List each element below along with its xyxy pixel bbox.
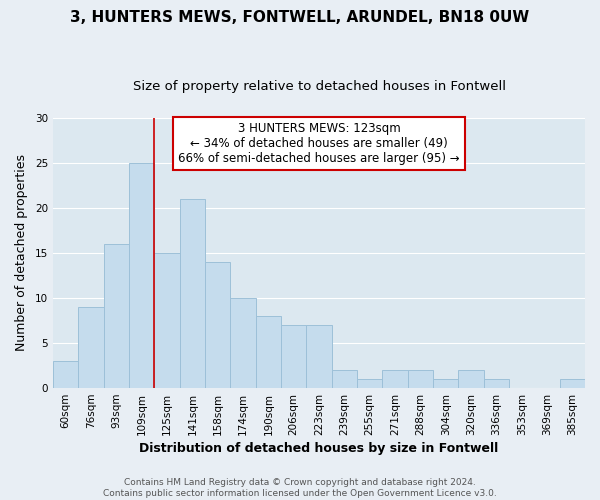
Bar [104, 244, 129, 388]
Bar [53, 361, 79, 388]
Y-axis label: Number of detached properties: Number of detached properties [15, 154, 28, 352]
Bar [79, 307, 104, 388]
Bar [281, 325, 307, 388]
Bar [180, 199, 205, 388]
Bar [129, 163, 154, 388]
Text: Contains HM Land Registry data © Crown copyright and database right 2024.
Contai: Contains HM Land Registry data © Crown c… [103, 478, 497, 498]
Bar [307, 325, 332, 388]
Title: Size of property relative to detached houses in Fontwell: Size of property relative to detached ho… [133, 80, 506, 93]
Bar [154, 253, 180, 388]
Bar [205, 262, 230, 388]
Bar [458, 370, 484, 388]
Bar [256, 316, 281, 388]
Bar [357, 379, 382, 388]
Bar [382, 370, 407, 388]
X-axis label: Distribution of detached houses by size in Fontwell: Distribution of detached houses by size … [139, 442, 499, 455]
Bar [230, 298, 256, 388]
Bar [407, 370, 433, 388]
Bar [332, 370, 357, 388]
Bar [484, 379, 509, 388]
Bar [560, 379, 585, 388]
Text: 3, HUNTERS MEWS, FONTWELL, ARUNDEL, BN18 0UW: 3, HUNTERS MEWS, FONTWELL, ARUNDEL, BN18… [70, 10, 530, 25]
Text: 3 HUNTERS MEWS: 123sqm
← 34% of detached houses are smaller (49)
66% of semi-det: 3 HUNTERS MEWS: 123sqm ← 34% of detached… [178, 122, 460, 165]
Bar [433, 379, 458, 388]
